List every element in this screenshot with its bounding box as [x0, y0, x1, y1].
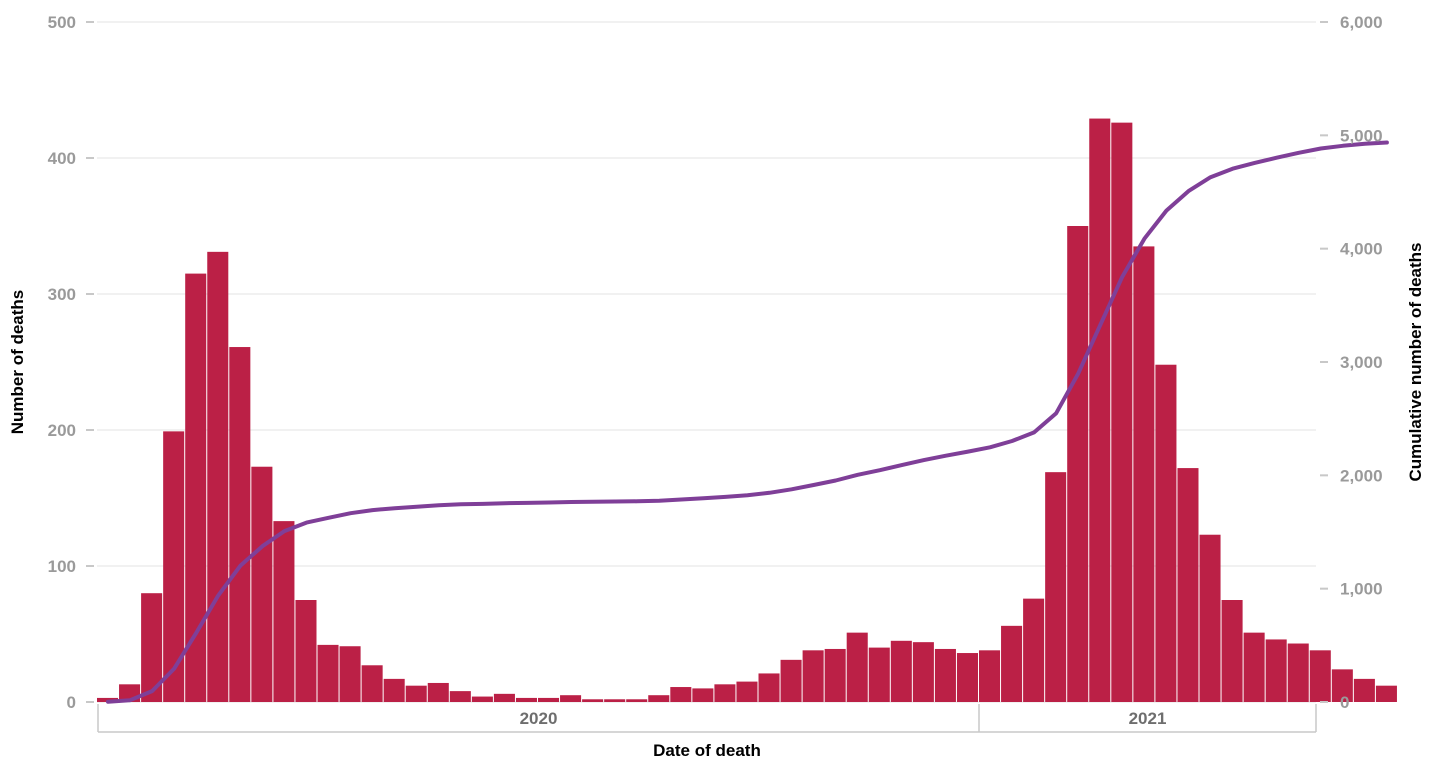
bar — [295, 600, 317, 702]
bar — [229, 347, 251, 702]
bars — [97, 118, 1397, 702]
bar — [626, 699, 648, 702]
bar — [1243, 632, 1265, 702]
bar — [1001, 625, 1023, 702]
right-tick-label: 2,000 — [1340, 466, 1383, 485]
left-axis-title: Number of deaths — [8, 290, 27, 435]
right-axis-ticks: 0 1,000 2,000 3,000 4,000 5,000 6,000 — [1320, 13, 1383, 712]
cumulative-line — [106, 140, 1389, 704]
bar — [1331, 669, 1353, 702]
left-tick-label: 0 — [67, 693, 76, 712]
bar — [714, 684, 736, 702]
bar — [912, 642, 934, 702]
bar — [427, 682, 449, 702]
bar — [361, 665, 383, 702]
bar — [1309, 650, 1331, 702]
left-tick-label: 500 — [48, 13, 76, 32]
bar — [868, 647, 890, 702]
bar — [141, 593, 163, 702]
bar — [780, 659, 802, 702]
x-group-label: 2020 — [520, 709, 558, 728]
bar — [736, 681, 758, 702]
right-tick-label: 3,000 — [1340, 353, 1383, 372]
bar — [560, 695, 582, 702]
bar — [1111, 122, 1133, 702]
left-tick-label: 200 — [48, 421, 76, 440]
bar — [1177, 468, 1199, 702]
right-axis-title: Cumulative number of deaths — [1406, 243, 1425, 482]
bar — [1375, 685, 1397, 702]
bar — [538, 697, 560, 702]
bar — [648, 695, 670, 702]
bar — [1045, 472, 1067, 702]
bar — [317, 644, 339, 702]
bar — [582, 699, 604, 702]
bar — [956, 653, 978, 702]
right-tick-label: 0 — [1340, 693, 1349, 712]
bar — [1265, 639, 1287, 702]
bar — [185, 273, 207, 702]
bar — [1221, 600, 1243, 702]
x-group-label: 2021 — [1129, 709, 1167, 728]
bar — [1023, 598, 1045, 702]
bar — [1199, 534, 1221, 702]
bar — [515, 697, 537, 702]
bar — [339, 646, 361, 702]
bar — [1353, 678, 1375, 702]
right-tick-label: 5,000 — [1340, 126, 1383, 145]
bar — [449, 691, 471, 702]
bar — [471, 696, 493, 702]
right-tick-label: 1,000 — [1340, 580, 1383, 599]
bar — [1133, 246, 1155, 702]
bar — [979, 650, 1001, 702]
bar — [758, 673, 780, 702]
bar — [802, 650, 824, 702]
right-tick-label: 6,000 — [1340, 13, 1383, 32]
bar — [273, 521, 295, 702]
bar — [1287, 643, 1309, 702]
left-tick-label: 300 — [48, 285, 76, 304]
bar — [493, 693, 515, 702]
bar — [824, 648, 846, 702]
bar — [670, 687, 692, 702]
left-axis-ticks: 0 100 200 300 400 500 — [48, 13, 94, 712]
bar — [163, 431, 185, 702]
bar — [890, 640, 912, 702]
bar — [251, 466, 273, 702]
bar — [604, 699, 626, 702]
x-axis-title: Date of death — [653, 741, 761, 760]
left-tick-label: 400 — [48, 149, 76, 168]
left-tick-label: 100 — [48, 557, 76, 576]
bar — [405, 685, 427, 702]
x-axis: 2020 2021 — [97, 704, 1317, 733]
bar — [207, 251, 229, 702]
bar — [383, 678, 405, 702]
bar — [692, 688, 714, 702]
right-tick-label: 4,000 — [1340, 240, 1383, 259]
bar — [846, 632, 868, 702]
bar — [1067, 226, 1089, 702]
bar — [1155, 364, 1177, 702]
bar — [1089, 118, 1111, 702]
bar — [934, 648, 956, 702]
